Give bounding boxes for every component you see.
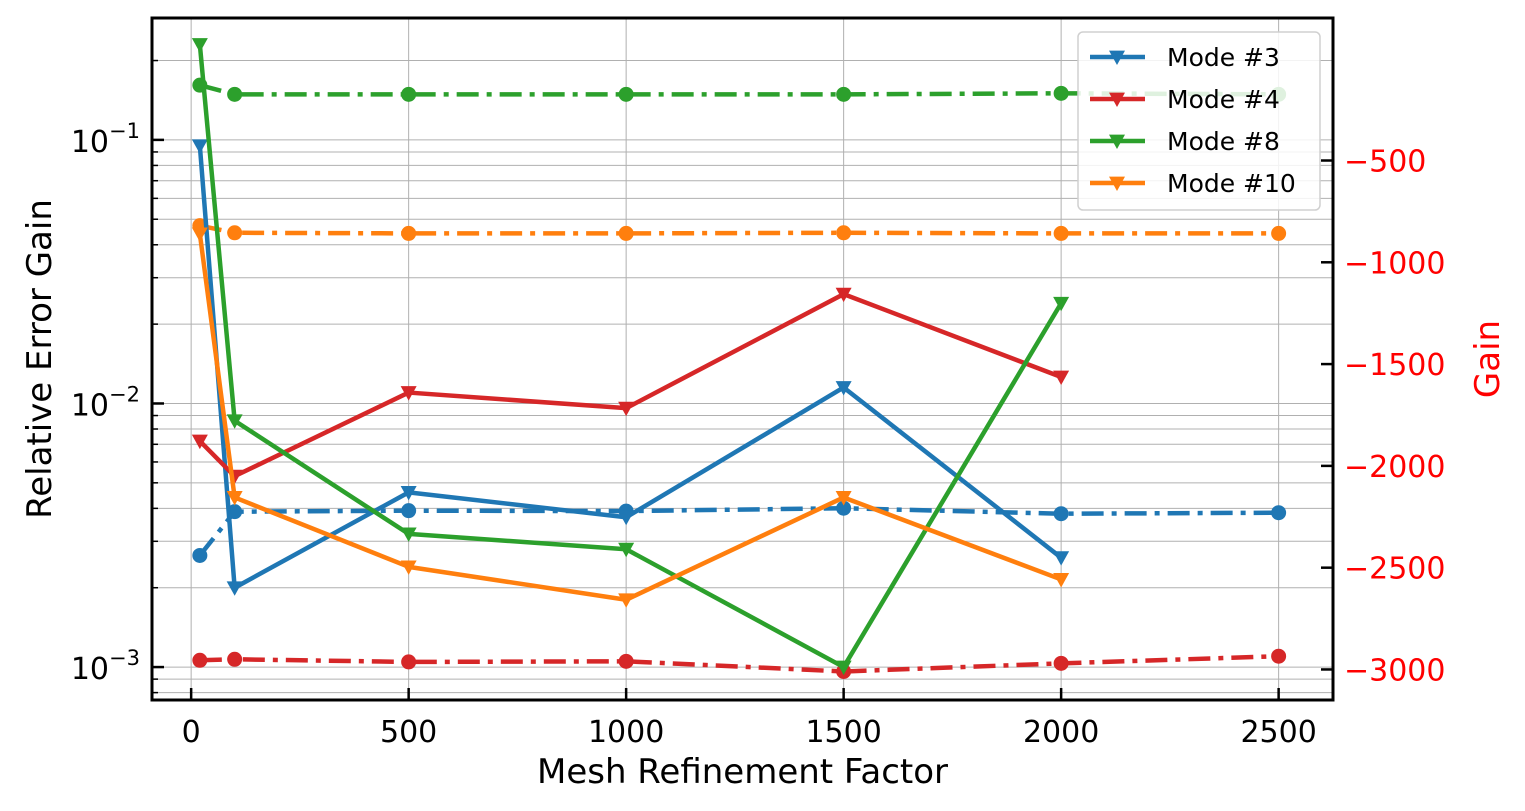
gain-point	[1053, 506, 1069, 522]
right-y-tick-label: −3000	[1344, 653, 1445, 688]
right-y-tick-label: −2500	[1344, 552, 1445, 587]
x-tick-label: 0	[182, 715, 201, 750]
gain-point	[836, 500, 852, 516]
error-point	[618, 593, 635, 608]
gain-point	[1053, 85, 1069, 101]
gain-series-1	[192, 648, 1287, 679]
error-point	[400, 527, 417, 542]
legend: Mode #3 Mode #4 Mode #8 Mode #10	[1077, 31, 1321, 211]
legend-item: Mode #8	[1090, 127, 1280, 156]
error-point	[618, 542, 635, 558]
gain-point	[618, 225, 634, 241]
error-point	[226, 581, 243, 596]
legend-marker	[1109, 50, 1125, 65]
gain-line	[199, 223, 1279, 236]
gain-point	[1053, 655, 1069, 671]
error-line	[197, 233, 1062, 603]
gain-series-3	[192, 218, 1287, 241]
gain-point	[1271, 225, 1287, 241]
right-y-axis: −3000 −2500 −2000 −1500 −1000 −500	[1321, 145, 1445, 688]
error-point	[400, 386, 417, 401]
error-line	[197, 145, 1063, 590]
error-point	[191, 139, 208, 154]
gain-point	[836, 225, 852, 241]
gain-point	[192, 547, 208, 563]
left-y-tick-label: 10−3	[71, 646, 140, 687]
gain-series-0	[192, 500, 1287, 563]
error-series-Mode #4	[191, 287, 1070, 485]
x-tick-label: 1000	[588, 715, 664, 750]
error-point	[835, 660, 852, 676]
gain-line	[199, 653, 1279, 674]
left-y-tick-label: 10−1	[71, 119, 140, 160]
error-series-Mode #3	[191, 139, 1070, 596]
right-y-tick-label: −500	[1344, 145, 1426, 180]
left-y-axis-title: Relative Error Gain	[20, 199, 60, 519]
plot-frame	[150, 16, 1335, 702]
gain-point	[227, 225, 243, 241]
left-y-tick-label: 10−2	[71, 382, 140, 423]
error-point	[1053, 296, 1070, 312]
error-point	[1053, 573, 1070, 588]
error-point	[191, 227, 208, 242]
x-tick-label: 1500	[805, 715, 881, 750]
error-point	[835, 287, 852, 303]
error-point	[226, 491, 243, 506]
error-point	[1053, 551, 1070, 566]
error-point	[400, 485, 417, 501]
legend-label: Mode #8	[1167, 127, 1280, 156]
gain-point	[401, 86, 417, 102]
error-line	[197, 44, 1064, 670]
gain-point	[1053, 225, 1069, 241]
x-tick-label: 2500	[1240, 715, 1316, 750]
right-y-axis-title: Gain	[1468, 320, 1508, 398]
x-tick-label: 2000	[1023, 715, 1099, 750]
right-y-tick-label: −2000	[1344, 450, 1445, 485]
error-series-Mode #8	[191, 38, 1070, 676]
gain-point	[401, 503, 417, 519]
gain-point	[618, 86, 634, 102]
legend-item: Mode #3	[1090, 43, 1280, 72]
x-tick-label: 500	[380, 715, 437, 750]
legend-item: Mode #4	[1090, 85, 1280, 114]
error-series-Mode #10	[191, 227, 1070, 608]
error-point	[191, 434, 208, 450]
x-axis: 0 500 1000 1500 2000 2500	[182, 688, 1317, 750]
legend-marker	[1109, 92, 1125, 107]
error-point	[400, 560, 417, 575]
gain-point	[227, 86, 243, 102]
gain-point	[401, 654, 417, 670]
gain-point	[1271, 648, 1287, 664]
gain-point	[836, 86, 852, 102]
error-point	[835, 381, 852, 396]
relative-error-series-layer	[191, 38, 1070, 676]
gain-point	[1271, 505, 1287, 521]
gain-point	[192, 652, 208, 668]
error-point	[835, 491, 852, 506]
gain-point	[227, 651, 243, 667]
legend-box	[1077, 31, 1321, 211]
legend-marker	[1109, 176, 1125, 191]
error-point	[1053, 370, 1070, 386]
legend-item: Mode #10	[1090, 169, 1296, 198]
error-point	[226, 414, 243, 429]
error-point	[191, 38, 208, 53]
left-y-axis: 10−3 10−2 10−1	[71, 59, 164, 694]
legend-label: Mode #3	[1167, 43, 1280, 72]
gain-point	[618, 653, 634, 669]
legend-label: Mode #4	[1167, 85, 1280, 114]
error-line	[198, 291, 1062, 479]
x-axis-title: Mesh Refinement Factor	[537, 752, 948, 792]
legend-marker	[1109, 134, 1125, 149]
legend-label: Mode #10	[1167, 169, 1296, 198]
gain-point	[401, 225, 417, 241]
right-y-tick-label: −1500	[1344, 348, 1445, 383]
error-point	[618, 401, 635, 417]
right-y-tick-label: −1000	[1344, 246, 1445, 281]
error-point	[618, 510, 635, 526]
